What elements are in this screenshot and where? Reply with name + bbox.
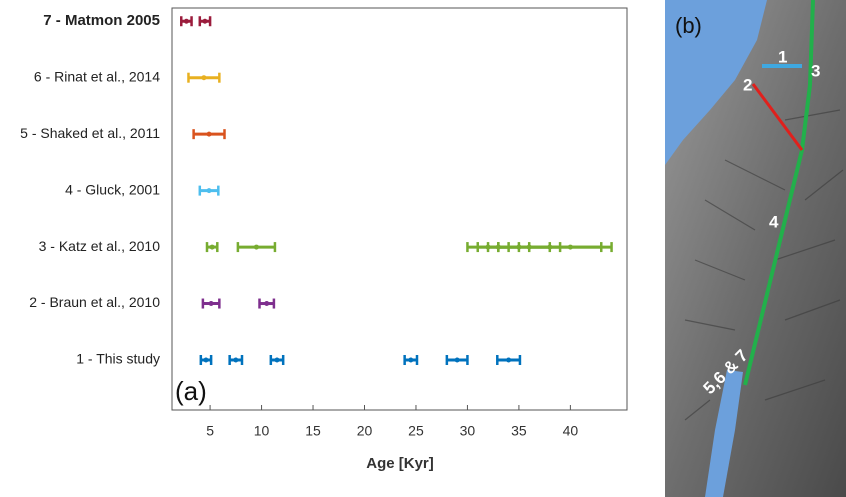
y-tick-label: 2 - Braun et al., 2010 bbox=[29, 294, 160, 310]
point bbox=[203, 358, 208, 363]
point bbox=[184, 19, 189, 24]
point bbox=[207, 188, 212, 193]
x-tick-label: 40 bbox=[563, 423, 579, 439]
y-tick-label: 4 - Gluck, 2001 bbox=[65, 181, 160, 197]
point bbox=[207, 132, 212, 137]
point bbox=[275, 358, 280, 363]
y-tick-label: 6 - Rinat et al., 2014 bbox=[34, 68, 160, 84]
y-tick-label: 7 - Matmon 2005 bbox=[43, 12, 160, 29]
site-label: 2 bbox=[743, 75, 752, 94]
x-tick-label: 25 bbox=[408, 423, 424, 439]
point bbox=[506, 358, 511, 363]
point bbox=[455, 358, 460, 363]
site-label: 3 bbox=[811, 61, 820, 80]
point bbox=[264, 301, 269, 306]
figure: Age [Kyr] (a) 5 10 15 20 25 30 35 40 1 - This st… bbox=[0, 0, 846, 497]
y-tick-label: 5 - Shaked et al., 2011 bbox=[20, 125, 160, 141]
point bbox=[254, 245, 259, 250]
point bbox=[568, 245, 573, 250]
site-label: 1 bbox=[778, 47, 787, 66]
panel-label: (a) bbox=[175, 376, 207, 406]
point bbox=[233, 358, 238, 363]
x-axis-label: Age [Kyr] bbox=[366, 455, 434, 472]
x-tick-label: 15 bbox=[305, 423, 321, 439]
x-tick-label: 35 bbox=[511, 423, 527, 439]
x-tick-label: 10 bbox=[254, 423, 270, 439]
chart: Age [Kyr] (a) 5 10 15 20 25 30 35 40 1 - This st… bbox=[0, 0, 655, 497]
x-tick-label: 30 bbox=[460, 423, 476, 439]
y-tick-label: 1 - This study bbox=[76, 351, 160, 367]
point bbox=[209, 301, 214, 306]
point bbox=[408, 358, 413, 363]
map: (b) 1 2 3 4 5,6 & 7 bbox=[665, 0, 846, 497]
site-label: 4 bbox=[769, 212, 779, 231]
plot-frame bbox=[172, 8, 627, 410]
panel-label: (b) bbox=[675, 13, 702, 38]
point bbox=[202, 19, 207, 24]
x-tick-label: 20 bbox=[357, 423, 373, 439]
x-tick-label: 5 bbox=[206, 423, 214, 439]
point bbox=[210, 245, 215, 250]
y-tick-label: 3 - Katz et al., 2010 bbox=[39, 238, 161, 254]
point bbox=[201, 75, 206, 80]
